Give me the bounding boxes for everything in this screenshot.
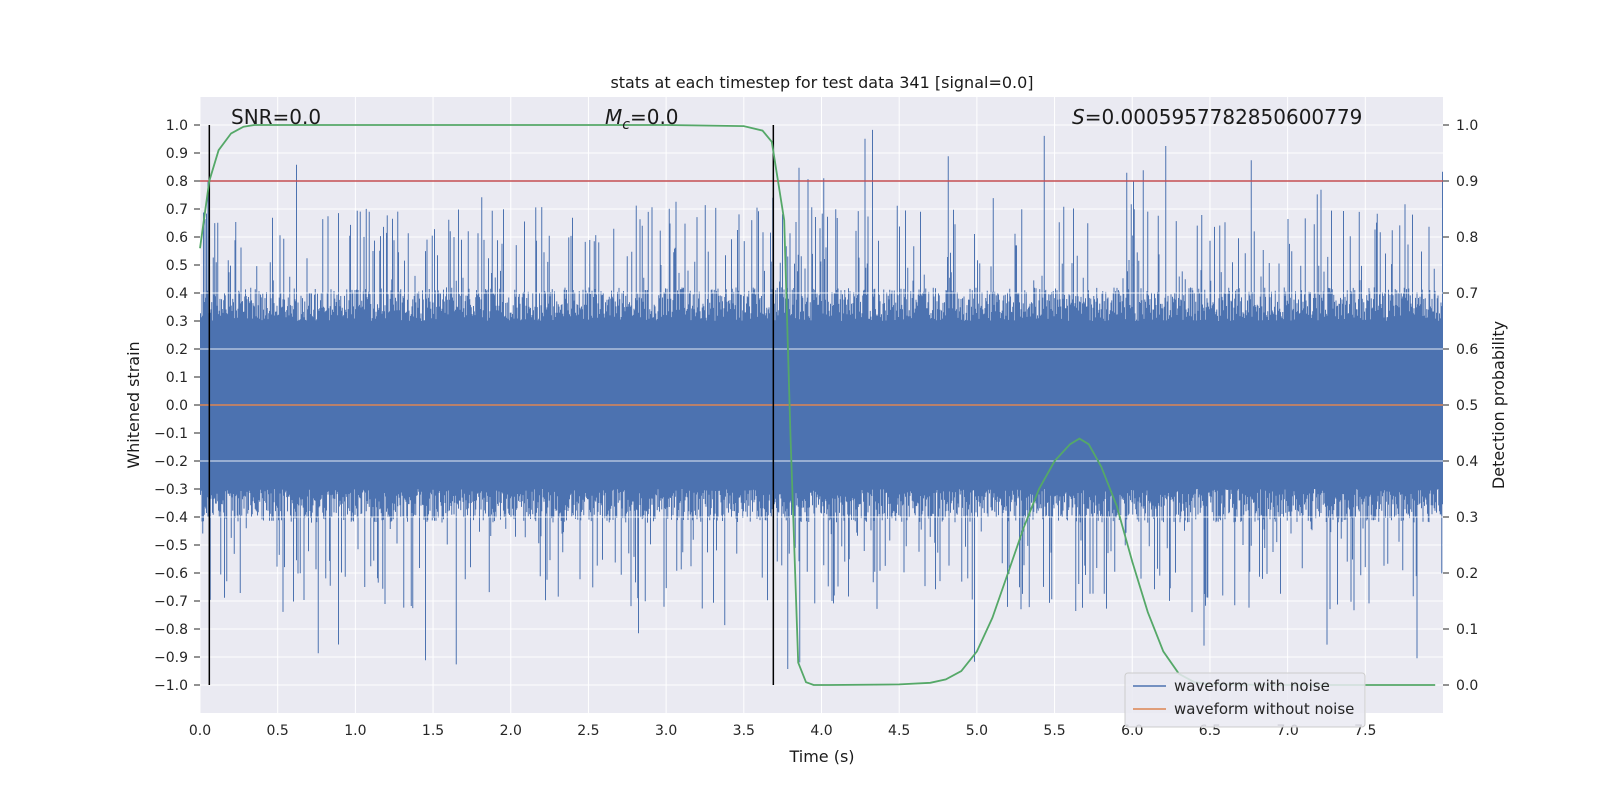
y2-tick-label: 0.9 bbox=[1456, 174, 1478, 190]
y-axis-label: Whitened strain bbox=[124, 341, 143, 468]
x-tick-label: 5.0 bbox=[966, 723, 988, 739]
x-tick-label: 4.5 bbox=[888, 723, 910, 739]
y-tick-label: 0.1 bbox=[166, 370, 188, 386]
x-tick-label: 3.5 bbox=[733, 723, 755, 739]
y-tick-label: −1.0 bbox=[154, 678, 188, 694]
y2-tick-label: 0.1 bbox=[1456, 622, 1478, 638]
mc-symbol: M bbox=[605, 105, 622, 129]
y-tick-label: −0.7 bbox=[154, 594, 188, 610]
snr-annotation: SNR=0.0 bbox=[231, 105, 321, 129]
s-value: =0.0005957782850600779 bbox=[1085, 105, 1363, 129]
mc-annotation: Mc=0.0 bbox=[605, 105, 679, 133]
y2-tick-label: 0.7 bbox=[1456, 286, 1478, 302]
y2-tick-label: 0.8 bbox=[1456, 230, 1478, 246]
x-tick-label: 3.0 bbox=[655, 723, 677, 739]
y2-tick-label: 0.6 bbox=[1456, 342, 1478, 358]
legend-label-with-noise: waveform with noise bbox=[1174, 677, 1330, 695]
legend-box bbox=[1124, 672, 1366, 728]
overlay-lines bbox=[199, 124, 1443, 686]
s-annotation: S=0.0005957782850600779 bbox=[1072, 105, 1362, 129]
chart-title: stats at each timestep for test data 341… bbox=[610, 73, 1033, 92]
x-axis-label: Time (s) bbox=[788, 747, 854, 766]
x-tick-label: 0.5 bbox=[267, 723, 289, 739]
y2-tick-label: 1.0 bbox=[1456, 118, 1478, 134]
x-tick-label: 0.0 bbox=[189, 723, 211, 739]
y-tick-label: 0.8 bbox=[166, 174, 188, 190]
y-tick-label: 0.2 bbox=[166, 342, 188, 358]
y-tick-label: −0.8 bbox=[154, 622, 188, 638]
y-tick-labels: 1.0 0.9 0.8 0.7 0.6 0.5 0.4 0.3 0.2 0.1 0.0 −0.1 −0.… bbox=[154, 118, 200, 694]
y2-tick-label: 0.4 bbox=[1456, 454, 1478, 470]
x-tick-label: 1.0 bbox=[344, 723, 366, 739]
y-tick-label: −0.2 bbox=[154, 454, 188, 470]
y-tick-label: −0.9 bbox=[154, 650, 188, 666]
x-tick-label: 2.0 bbox=[500, 723, 522, 739]
x-tick-label: 5.5 bbox=[1043, 723, 1065, 739]
y-tick-label: −0.1 bbox=[154, 426, 188, 442]
y-tick-label: −0.4 bbox=[154, 510, 188, 526]
y2-tick-label: 0.3 bbox=[1456, 510, 1478, 526]
y-tick-label: −0.3 bbox=[154, 482, 188, 498]
x-tick-labels: 0.0 0.5 1.0 1.5 2.0 2.5 3.0 3.5 4.0 4.5 5.0 5.5 6.0 6… bbox=[189, 723, 1377, 739]
y2-tick-label: 0.0 bbox=[1456, 678, 1478, 694]
x-tick-label: 4.0 bbox=[810, 723, 832, 739]
x-tick-label: 2.5 bbox=[577, 723, 599, 739]
detection-probability-line bbox=[199, 124, 1436, 686]
y2-tick-label: 0.2 bbox=[1456, 566, 1478, 582]
y2-tick-labels: 1.0 0.9 0.8 0.7 0.6 0.5 0.4 0.3 0.2 0.1 0.0 bbox=[1443, 118, 1478, 694]
y-tick-label: 0.4 bbox=[166, 286, 188, 302]
x-tick-label: 1.5 bbox=[422, 723, 444, 739]
y-tick-label: 0.6 bbox=[166, 230, 188, 246]
legend: waveform with noise waveform without noi… bbox=[1124, 672, 1366, 728]
s-symbol: S bbox=[1072, 105, 1085, 129]
y2-axis-label: Detection probability bbox=[1489, 321, 1508, 489]
y-tick-label: 0.5 bbox=[166, 258, 188, 274]
y-tick-label: −0.5 bbox=[154, 538, 188, 554]
y-tick-label: 0.3 bbox=[166, 314, 188, 330]
y-tick-label: 0.9 bbox=[166, 146, 188, 162]
legend-label-without-noise: waveform without noise bbox=[1174, 700, 1354, 718]
mc-subscript: c bbox=[622, 117, 630, 133]
y-tick-label: 0.7 bbox=[166, 202, 188, 218]
y2-tick-label: 0.5 bbox=[1456, 398, 1478, 414]
mc-value: =0.0 bbox=[630, 105, 679, 129]
y-tick-label: 1.0 bbox=[166, 118, 188, 134]
y-tick-label: 0.0 bbox=[166, 398, 188, 414]
y-tick-label: −0.6 bbox=[154, 566, 188, 582]
